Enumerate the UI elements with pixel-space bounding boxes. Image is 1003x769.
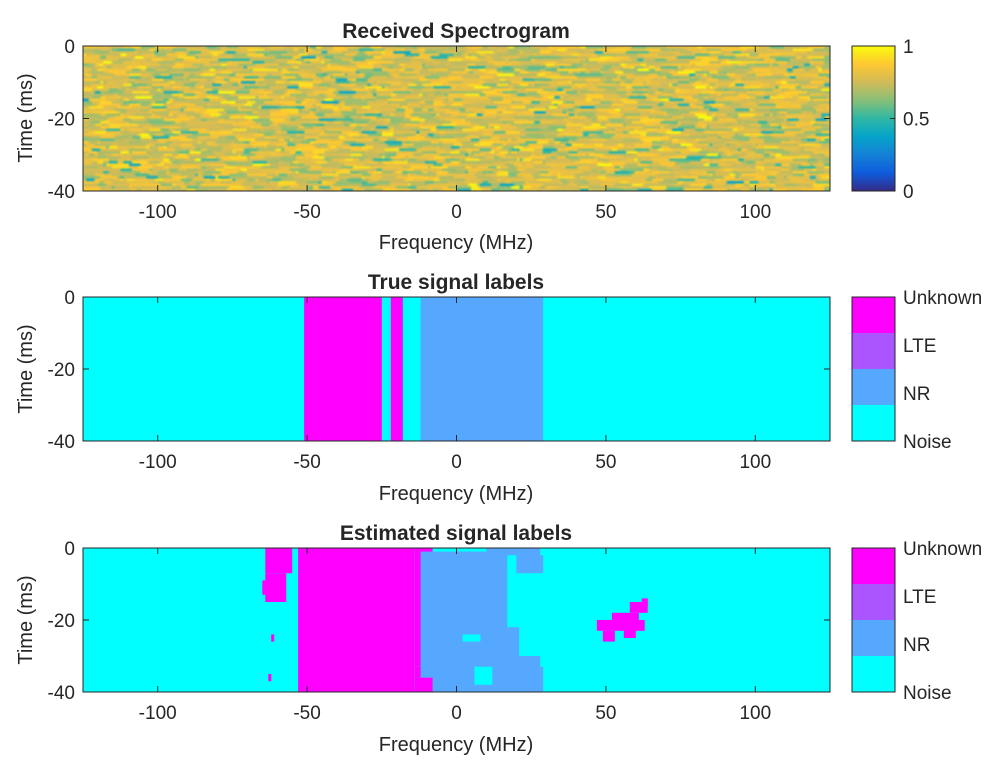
region-unknown [268, 674, 272, 682]
x-tick-label: -50 [293, 703, 320, 724]
x-tick-label: -50 [293, 452, 320, 473]
x-tick-label: -50 [293, 202, 320, 223]
region-unknown [602, 630, 615, 642]
colorbar-swatch-lte [852, 333, 895, 369]
region-unknown [596, 620, 645, 631]
colorbar-swatch-nr [852, 369, 895, 405]
region-unknown [623, 627, 636, 638]
y-tick-label: -20 [48, 611, 75, 632]
colorbar-swatch-unknown [852, 548, 895, 584]
spectrogram-heatmap [83, 46, 830, 191]
region-unknown [390, 297, 403, 441]
region-noise [507, 555, 517, 566]
chart-title: Received Spectrogram [342, 20, 570, 43]
x-tick-label: 50 [595, 452, 616, 473]
x-tick-label: 100 [739, 202, 771, 223]
colorbar-label-unknown: Unknown [903, 539, 982, 560]
y-tick-label: -40 [48, 683, 75, 704]
y-tick-label: -40 [48, 182, 75, 203]
y-axis-label: Time (ms) [15, 324, 37, 413]
region-unknown [641, 598, 648, 606]
axis-ticks: -100 -50 0 50 100 0 -20 -40 [48, 288, 830, 473]
y-tick-label: -40 [48, 432, 75, 453]
colorbar-label-lte: LTE [903, 587, 936, 608]
colorbar-label-nr: NR [903, 384, 930, 405]
x-tick-label: -100 [139, 202, 177, 223]
colorbar-label-noise: Noise [903, 683, 952, 704]
colorbar-swatch-noise [852, 656, 895, 692]
region-nr [507, 666, 544, 692]
x-tick-label: 0 [451, 452, 462, 473]
colorbar-frame [851, 296, 896, 442]
received-spectrogram-panel: Received Spectrogram -100 -50 0 50 100 0 -20 -4… [15, 20, 929, 254]
colorbar-tick-label: 0 [903, 182, 914, 203]
x-tick-label: 50 [595, 202, 616, 223]
x-tick-label: 100 [739, 703, 771, 724]
x-tick-label: 50 [595, 703, 616, 724]
x-axis-label: Frequency (MHz) [379, 734, 533, 756]
axis-ticks: -100 -50 0 50 100 0 -20 -40 [48, 539, 830, 724]
categorical-colorbar: Noise NR LTE Unknown [851, 288, 982, 453]
region-unknown [298, 548, 415, 692]
continuous-colorbar [851, 45, 896, 192]
region-nr [420, 297, 544, 441]
y-axis-label: Time (ms) [15, 73, 37, 162]
true-labels-heatmap [83, 297, 830, 441]
y-tick-label: 0 [64, 288, 75, 309]
y-axis-label: Time (ms) [15, 575, 37, 664]
chart-title: Estimated signal labels [340, 522, 572, 545]
colorbar-swatch-noise [852, 405, 895, 441]
estimated-labels-heatmap [83, 548, 830, 692]
region-nr [486, 548, 541, 559]
chart-title: True signal labels [368, 271, 544, 294]
colorbar-label-lte: LTE [903, 336, 936, 357]
colorbar-label-nr: NR [903, 635, 930, 656]
region-nr [516, 555, 544, 574]
colorbar-label-noise: Noise [903, 432, 952, 453]
x-tick-label: 100 [739, 452, 771, 473]
colorbar-ticks: 00.51 [890, 37, 929, 203]
y-tick-label: 0 [64, 539, 75, 560]
region-unknown [304, 297, 382, 441]
true-signal-labels-panel: True signal labels -100 -50 0 50 1000-20-40 … [15, 271, 982, 505]
colorbar-swatch-nr [852, 620, 895, 656]
x-tick-label: -100 [139, 703, 177, 724]
region-noise [474, 666, 493, 685]
colorbar-swatch-unknown [852, 297, 895, 333]
y-tick-label: 0 [64, 37, 75, 58]
y-tick-label: -20 [48, 360, 75, 381]
region-unknown [271, 634, 275, 642]
colorbar-label-unknown: Unknown [903, 288, 982, 309]
categorical-colorbar: Noise NR LTE Unknown [851, 539, 982, 704]
region-noise [462, 634, 481, 642]
region-unknown [262, 580, 272, 595]
x-axis-label: Frequency (MHz) [379, 232, 533, 254]
region-unknown [611, 612, 639, 620]
x-tick-label: -100 [139, 452, 177, 473]
region-unknown [629, 602, 648, 613]
axis-ticks: -100 -50 0 50 100 0 -20 -40 [48, 37, 830, 223]
x-axis-label: Frequency (MHz) [379, 483, 533, 505]
region-nr [501, 627, 520, 656]
y-tick-label: -20 [48, 110, 75, 131]
colorbar-tick-label: 0.5 [903, 110, 929, 131]
x-tick-label: 0 [451, 202, 462, 223]
spectrogram-image [83, 46, 830, 191]
colorbar-frame [851, 547, 896, 693]
colorbar-tick-label: 1 [903, 37, 914, 58]
estimated-signal-labels-panel: Estimated signal labels -100 -50 0 50 100 0 -2… [15, 522, 982, 756]
region-unknown [265, 548, 293, 574]
colorbar-swatch-lte [852, 584, 895, 620]
x-tick-label: 0 [451, 703, 462, 724]
